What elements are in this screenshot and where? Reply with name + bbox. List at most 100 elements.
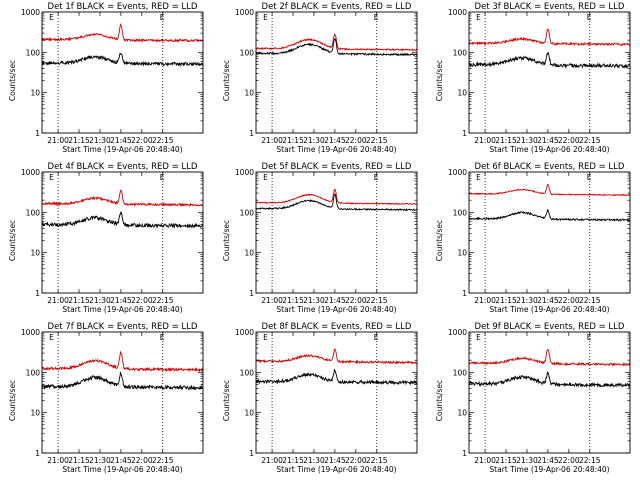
y-tick-label: 1000 — [448, 168, 467, 177]
y-axis-label: Counts/sec — [222, 60, 231, 101]
series-line-events — [41, 371, 204, 391]
marker-label: E — [476, 333, 481, 342]
series-line-lld — [41, 189, 204, 207]
y-tick-label: 1000 — [235, 8, 254, 17]
x-tick-label: 21:00 — [47, 456, 69, 465]
marker-label: E — [49, 13, 54, 22]
y-axis-label: Counts/sec — [435, 220, 444, 261]
panel-title: Det 5f BLACK = Events, RED = LLD — [262, 162, 412, 172]
y-tick-label: 100 — [453, 48, 468, 57]
y-tick-label: 100 — [26, 368, 41, 377]
marker-label: E — [49, 173, 54, 182]
x-tick-label: 21:45 — [537, 456, 559, 465]
series-line-events — [41, 52, 204, 68]
x-tick-label: 21:45 — [537, 296, 559, 305]
x-tick-label: 22:15 — [366, 136, 388, 145]
x-tick-label: 22:00 — [558, 136, 580, 145]
y-tick-label: 1000 — [235, 328, 254, 337]
y-axis-label: Counts/sec — [8, 220, 17, 261]
y-tick-label: 1 — [249, 289, 254, 298]
x-tick-label: 21:00 — [474, 136, 496, 145]
y-tick-label: 1000 — [21, 328, 40, 337]
y-tick-label: 100 — [240, 368, 255, 377]
y-tick-label: 10 — [457, 89, 467, 98]
x-tick-label: 21:45 — [110, 296, 132, 305]
y-tick-label: 1000 — [21, 8, 40, 17]
x-tick-label: 22:15 — [366, 456, 388, 465]
x-tick-label: 21:45 — [537, 136, 559, 145]
series-line-events — [255, 37, 418, 57]
x-tick-label: 22:00 — [131, 136, 153, 145]
marker-label: E — [587, 173, 592, 182]
x-tick-label: 21:30 — [89, 296, 111, 305]
y-tick-label: 1 — [462, 449, 467, 458]
plot-frame — [468, 331, 631, 454]
y-axis-label: Counts/sec — [435, 60, 444, 101]
x-axis-label: Start Time (19-Apr-06 20:48:40) — [276, 305, 396, 314]
x-tick-label: 22:15 — [152, 136, 174, 145]
panel-title: Det 2f BLACK = Events, RED = LLD — [262, 2, 412, 12]
y-tick-label: 10 — [244, 409, 254, 418]
y-tick-label: 1 — [462, 289, 467, 298]
y-tick-label: 10 — [30, 409, 40, 418]
x-tick-label: 21:15 — [68, 456, 90, 465]
x-tick-label: 21:00 — [47, 136, 69, 145]
x-tick-label: 21:45 — [324, 136, 346, 145]
x-tick-label: 22:00 — [345, 136, 367, 145]
marker-label: E — [263, 333, 268, 342]
marker-label: E — [160, 333, 165, 342]
marker-label: E — [374, 333, 379, 342]
x-tick-label: 21:15 — [68, 296, 90, 305]
x-tick-label: 21:45 — [110, 136, 132, 145]
x-tick-label: 22:15 — [152, 296, 174, 305]
x-tick-label: 21:00 — [261, 296, 283, 305]
x-tick-label: 21:15 — [282, 456, 304, 465]
marker-label: E — [160, 173, 165, 182]
marker-label: E — [160, 13, 165, 22]
x-tick-label: 22:00 — [558, 296, 580, 305]
x-tick-label: 22:15 — [366, 296, 388, 305]
y-tick-label: 100 — [26, 48, 41, 57]
series-line-lld — [255, 188, 418, 205]
marker-label: E — [263, 173, 268, 182]
x-tick-label: 22:15 — [579, 136, 601, 145]
y-tick-label: 100 — [453, 368, 468, 377]
panel-title: Det 9f BLACK = Events, RED = LLD — [475, 322, 625, 332]
x-tick-label: 21:00 — [47, 296, 69, 305]
y-tick-label: 10 — [457, 249, 467, 258]
x-tick-label: 21:30 — [303, 136, 325, 145]
x-tick-label: 21:15 — [495, 456, 517, 465]
series-line-events — [255, 193, 418, 212]
x-tick-label: 21:30 — [516, 456, 538, 465]
series-line-lld — [41, 350, 204, 373]
y-tick-label: 10 — [244, 89, 254, 98]
x-tick-label: 22:15 — [152, 456, 174, 465]
x-tick-label: 22:15 — [579, 296, 601, 305]
y-axis-label: Counts/sec — [222, 380, 231, 421]
x-tick-label: 21:15 — [68, 136, 90, 145]
x-tick-label: 21:00 — [261, 456, 283, 465]
series-line-lld — [255, 347, 418, 365]
series-line-events — [255, 369, 418, 386]
plot-frame — [468, 171, 631, 294]
y-tick-label: 10 — [30, 249, 40, 258]
y-tick-label: 10 — [30, 89, 40, 98]
series-line-events — [41, 211, 204, 229]
panel-title: Det 4f BLACK = Events, RED = LLD — [48, 162, 198, 172]
plot-frame — [41, 11, 204, 134]
y-tick-label: 100 — [453, 208, 468, 217]
y-tick-label: 100 — [240, 48, 255, 57]
plot-frame — [255, 11, 418, 134]
x-tick-label: 21:45 — [324, 456, 346, 465]
y-tick-label: 1 — [249, 129, 254, 138]
marker-label: E — [476, 13, 481, 22]
y-tick-label: 1000 — [21, 168, 40, 177]
